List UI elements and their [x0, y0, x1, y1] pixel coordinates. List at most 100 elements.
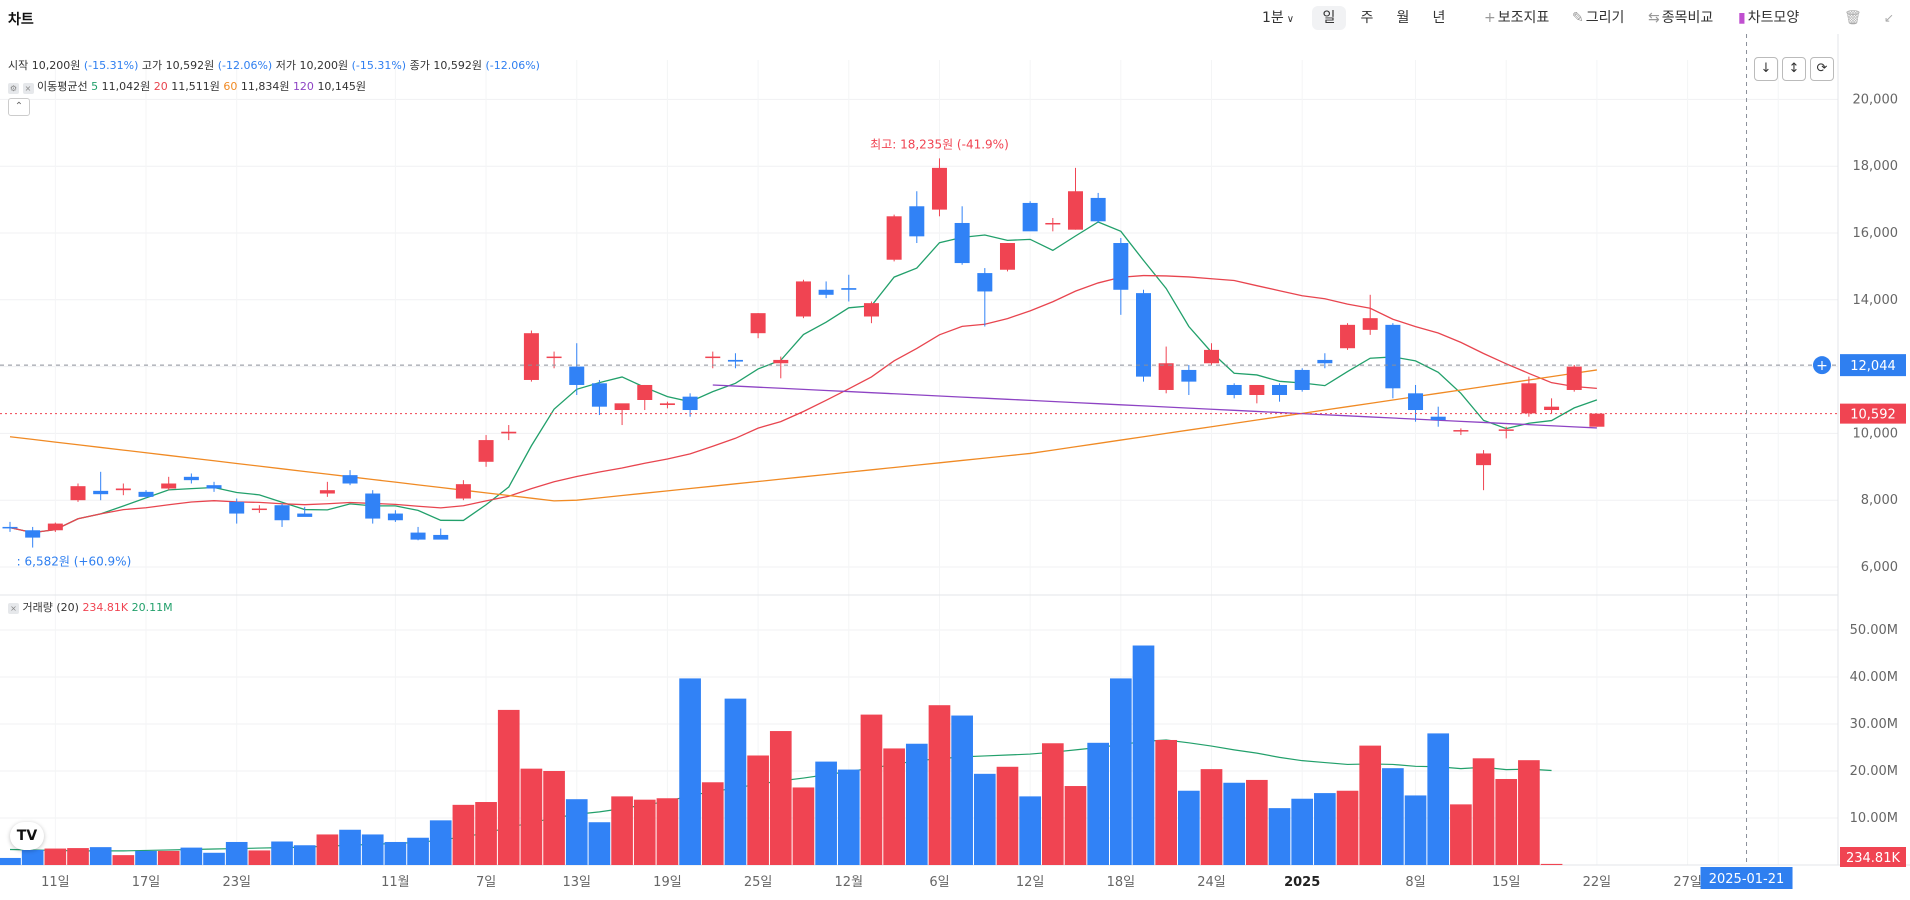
chart-style-label: 차트모양: [1747, 10, 1800, 26]
time-tick-label: 24일: [1197, 875, 1226, 890]
chart-style-button[interactable]: ▮ 차트모양: [1738, 6, 1799, 30]
volume-bar: [996, 766, 1019, 865]
volume-bar: [316, 834, 339, 865]
volume-bar: [724, 698, 747, 865]
candle-body: [818, 289, 834, 295]
candle-body: [93, 490, 109, 495]
volume-bar: [837, 769, 860, 865]
chevron-down-icon: ∨: [1286, 14, 1295, 25]
pen-icon: ✎: [1572, 10, 1584, 26]
time-tick-label: 2025: [1284, 875, 1320, 890]
volume-bar: [747, 755, 769, 865]
ma20-value: 11,511원: [171, 80, 220, 93]
tab-day[interactable]: 일: [1312, 6, 1346, 30]
download-icon[interactable]: ↓: [1754, 57, 1778, 81]
ma20-line: [9, 274, 1597, 534]
candle-body: [342, 475, 358, 484]
candle-body: [1045, 222, 1061, 225]
close-icon[interactable]: ×: [22, 83, 34, 94]
volume-bar: [293, 845, 316, 865]
candle-body: [569, 366, 585, 385]
volume-label: 거래량 (20): [22, 601, 79, 614]
volume-bar: [44, 848, 67, 865]
candle-body: [1158, 363, 1174, 390]
volume-bar: [1518, 760, 1540, 865]
indicator-button[interactable]: + 보조지표: [1484, 6, 1549, 30]
volume-bar: [1291, 798, 1314, 865]
candle-body: [251, 508, 267, 511]
volume-bar: [0, 857, 21, 865]
volume-bar: [1041, 743, 1064, 865]
volume-bar: [1314, 793, 1336, 865]
time-tick-label: 18일: [1107, 875, 1136, 890]
candle-body: [1317, 359, 1333, 364]
time-tick-label: 23일: [222, 875, 251, 890]
candle-body: [1067, 191, 1083, 230]
time-tick-label: 6일: [929, 875, 949, 890]
candle-body: [1544, 406, 1560, 411]
volume-bar: [679, 678, 701, 865]
volume-bar: [1064, 786, 1087, 865]
ma-legend: ⚙ × 이동평균선 5 11,042원 20 11,511원 60 11,834…: [8, 78, 366, 94]
ma5-value: 11,042원: [101, 80, 151, 93]
timeframe-select[interactable]: 1분 ∨: [1262, 6, 1302, 30]
expand-icon[interactable]: ↕: [1782, 57, 1806, 81]
crosshair-date-label: 2025-01-21: [1709, 872, 1785, 887]
close-label: 종가: [409, 59, 430, 72]
plus-icon: +: [1816, 358, 1828, 374]
volume-bar: [1200, 769, 1223, 865]
close-icon[interactable]: ×: [8, 603, 19, 614]
collapse-icon[interactable]: ↙: [1884, 11, 1895, 25]
last-volume-badge: [1840, 847, 1906, 867]
tab-month[interactable]: 월: [1396, 10, 1410, 26]
candle-body: [523, 333, 539, 380]
volume-bar: [815, 761, 837, 865]
candle-body: [954, 222, 970, 264]
volume-bar: [67, 848, 89, 865]
candle-body: [614, 403, 630, 411]
volume-bar: [339, 829, 361, 865]
indicator-label: 보조지표: [1497, 10, 1550, 26]
volume-bar: [429, 820, 452, 865]
candle-body: [387, 513, 403, 521]
compare-button[interactable]: ⇆ 종목비교: [1648, 6, 1713, 30]
candle-body: [977, 273, 993, 292]
tab-year[interactable]: 년: [1432, 10, 1446, 26]
candle-body: [1362, 318, 1378, 330]
add-alert-icon[interactable]: [1813, 356, 1831, 375]
candle-body: [115, 488, 131, 491]
candle-body: [1340, 324, 1356, 349]
candle-body: [297, 513, 313, 517]
volume-bar: [928, 705, 951, 865]
settings-icon[interactable]: ⚙: [8, 83, 19, 94]
last-volume-label: 234.81K: [1846, 851, 1900, 866]
high-label: 고가: [141, 59, 163, 72]
volume-bar: [1109, 678, 1132, 865]
low-label: 저가: [275, 59, 296, 72]
candle-body: [1090, 197, 1106, 222]
refresh-icon[interactable]: ⟳: [1810, 57, 1834, 81]
tab-week[interactable]: 주: [1360, 10, 1374, 26]
volume-bar: [701, 782, 724, 865]
volume-bar: [89, 847, 112, 865]
candle-body: [1566, 366, 1582, 390]
volume-bar: [1155, 739, 1178, 865]
trash-icon[interactable]: 🗑: [1844, 10, 1862, 26]
volume-bar: [905, 743, 928, 865]
compare-icon: ⇆: [1648, 10, 1660, 26]
candle-body: [682, 396, 698, 411]
draw-button[interactable]: ✎ 그리기: [1572, 6, 1624, 30]
collapse-legend-button[interactable]: ⌃: [8, 98, 30, 116]
ma60-value: 11,834원: [240, 80, 290, 93]
stock-chart[interactable]: 6,0008,00010,00012,00014,00016,00018,000…: [0, 34, 1910, 900]
price-tick-label: 14,000: [1853, 293, 1899, 308]
candle-body: [206, 485, 222, 489]
candle-body: [365, 493, 381, 519]
page-title: 차트: [8, 12, 34, 28]
high-value: 10,592원: [165, 59, 215, 72]
volume-bar: [157, 850, 180, 865]
candle-body: [1136, 293, 1151, 377]
volume-bar: [1178, 790, 1200, 865]
volume-bar: [1087, 742, 1109, 865]
candle-body: [138, 491, 154, 497]
